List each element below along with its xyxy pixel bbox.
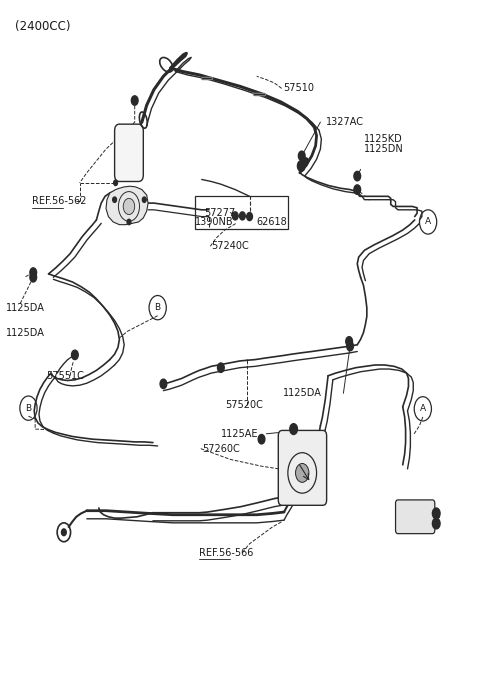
Circle shape: [247, 212, 252, 220]
Circle shape: [160, 379, 167, 389]
Circle shape: [432, 518, 440, 529]
Text: 1125DA: 1125DA: [283, 388, 322, 398]
Text: REF.56-562: REF.56-562: [32, 196, 86, 206]
Circle shape: [296, 464, 309, 483]
Text: (2400CC): (2400CC): [15, 20, 71, 32]
Circle shape: [301, 158, 308, 168]
Polygon shape: [106, 186, 148, 224]
Text: 1327AC: 1327AC: [326, 117, 364, 127]
Text: 57520C: 57520C: [226, 400, 264, 410]
Text: A: A: [425, 218, 431, 226]
Text: 57240C: 57240C: [211, 241, 249, 251]
FancyBboxPatch shape: [396, 500, 435, 533]
Text: 57510: 57510: [283, 83, 314, 93]
FancyBboxPatch shape: [115, 124, 144, 181]
Circle shape: [132, 96, 138, 105]
Circle shape: [30, 268, 36, 277]
Text: B: B: [155, 303, 161, 312]
Circle shape: [72, 350, 78, 360]
Circle shape: [304, 158, 309, 165]
Text: 1125AE: 1125AE: [221, 429, 258, 439]
Circle shape: [61, 529, 66, 535]
Circle shape: [298, 161, 305, 172]
FancyBboxPatch shape: [278, 431, 326, 505]
Circle shape: [354, 185, 360, 194]
Text: REF.56-566: REF.56-566: [199, 548, 254, 558]
Circle shape: [258, 435, 265, 444]
Text: 1125DN: 1125DN: [364, 144, 404, 154]
Circle shape: [232, 212, 238, 220]
Circle shape: [347, 341, 353, 351]
Text: 57260C: 57260C: [202, 443, 240, 454]
Text: A: A: [420, 404, 426, 413]
Circle shape: [143, 197, 146, 202]
Circle shape: [240, 212, 245, 220]
Circle shape: [346, 337, 352, 346]
Circle shape: [217, 363, 224, 372]
Text: 1390NB: 1390NB: [194, 217, 233, 227]
Circle shape: [123, 198, 135, 214]
Circle shape: [354, 172, 360, 180]
Text: 57551C: 57551C: [46, 370, 84, 381]
Circle shape: [30, 272, 36, 282]
Circle shape: [127, 219, 131, 224]
Circle shape: [432, 508, 440, 518]
Circle shape: [299, 151, 305, 161]
Circle shape: [114, 180, 118, 185]
Text: B: B: [25, 404, 32, 412]
Circle shape: [290, 424, 298, 435]
Text: 1125DA: 1125DA: [5, 328, 44, 337]
Text: 1125KD: 1125KD: [364, 134, 403, 144]
Text: 57277: 57277: [204, 208, 235, 218]
Circle shape: [113, 197, 117, 202]
Text: 62618: 62618: [257, 217, 288, 227]
Text: 1125DA: 1125DA: [5, 303, 44, 312]
